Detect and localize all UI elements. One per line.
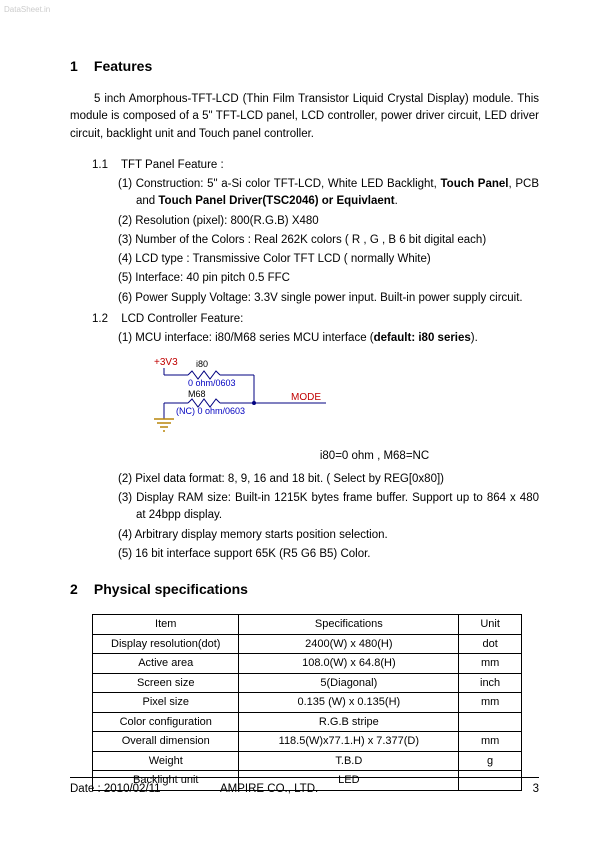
s11-item-3: (3) Number of the Colors : Real 262K col… bbox=[118, 232, 539, 249]
table-cell: Color configuration bbox=[93, 712, 239, 732]
footer-date: Date : 2010/02/11 bbox=[70, 781, 220, 798]
label-i80: i80 bbox=[196, 359, 208, 369]
table-cell: 5(Diagonal) bbox=[239, 673, 459, 693]
label-mode: MODE bbox=[291, 392, 321, 403]
table-row: Overall dimension118.5(W)x77.1.H) x 7.37… bbox=[93, 732, 522, 752]
table-row: WeightT.B.Dg bbox=[93, 751, 522, 771]
th-item: Item bbox=[93, 615, 239, 635]
watermark: DataSheet.in bbox=[4, 4, 50, 16]
table-cell: 108.0(W) x 64.8(H) bbox=[239, 654, 459, 674]
th-spec: Specifications bbox=[239, 615, 459, 635]
table-row: Display resolution(dot)2400(W) x 480(H)d… bbox=[93, 634, 522, 654]
label-m68: M68 bbox=[188, 389, 206, 399]
sub-1-2-num: 1.2 bbox=[92, 311, 118, 328]
circuit-diagram: +3V3 i80 0 ohm/0603 MODE M68 (NC) 0 ohm/… bbox=[136, 355, 539, 443]
table-cell: R.G.B stripe bbox=[239, 712, 459, 732]
section-1-title: Features bbox=[94, 58, 152, 74]
s12-item-4: (4) Arbitrary display memory starts posi… bbox=[118, 527, 539, 544]
table-row: Pixel size0.135 (W) x 0.135(H)mm bbox=[93, 693, 522, 713]
subsection-1-2: 1.2 LCD Controller Feature: bbox=[92, 311, 539, 328]
table-cell: Pixel size bbox=[93, 693, 239, 713]
sub-1-2-title: LCD Controller Feature: bbox=[121, 313, 243, 325]
table-cell: Overall dimension bbox=[93, 732, 239, 752]
sub-1-1-items: (1) Construction: 5" a-Si color TFT-LCD,… bbox=[118, 176, 539, 307]
table-cell bbox=[459, 712, 522, 732]
table-cell: g bbox=[459, 751, 522, 771]
table-cell: 2400(W) x 480(H) bbox=[239, 634, 459, 654]
sub-1-2-items: (1) MCU interface: i80/M68 series MCU in… bbox=[118, 330, 539, 347]
table-cell: dot bbox=[459, 634, 522, 654]
label-m68-val: (NC) 0 ohm/0603 bbox=[176, 406, 245, 416]
section-1-num: 1 bbox=[70, 56, 90, 77]
table-cell: mm bbox=[459, 654, 522, 674]
s11-item-2: (2) Resolution (pixel): 800(R.G.B) X480 bbox=[118, 213, 539, 230]
table-row: Screen size5(Diagonal)inch bbox=[93, 673, 522, 693]
spec-table: Item Specifications Unit Display resolut… bbox=[92, 614, 522, 791]
diagram-caption: i80=0 ohm , M68=NC bbox=[210, 448, 539, 465]
table-cell: 118.5(W)x77.1.H) x 7.377(D) bbox=[239, 732, 459, 752]
label-i80-val: 0 ohm/0603 bbox=[188, 378, 236, 388]
table-cell: T.B.D bbox=[239, 751, 459, 771]
circuit-svg: +3V3 i80 0 ohm/0603 MODE M68 (NC) 0 ohm/… bbox=[136, 355, 396, 437]
table-cell: mm bbox=[459, 732, 522, 752]
footer-page: 3 bbox=[509, 781, 539, 798]
section-2-heading: 2 Physical specifications bbox=[70, 579, 539, 600]
s12-item-2: (2) Pixel data format: 8, 9, 16 and 18 b… bbox=[118, 471, 539, 488]
table-cell: mm bbox=[459, 693, 522, 713]
table-cell: inch bbox=[459, 673, 522, 693]
sub-1-2-items-cont: (2) Pixel data format: 8, 9, 16 and 18 b… bbox=[118, 471, 539, 563]
th-unit: Unit bbox=[459, 615, 522, 635]
s11-item-6: (6) Power Supply Voltage: 3.3V single po… bbox=[118, 290, 539, 307]
section-1-intro: 5 inch Amorphous-TFT-LCD (Thin Film Tran… bbox=[70, 91, 539, 143]
section-2-title: Physical specifications bbox=[94, 581, 248, 597]
table-cell: 0.135 (W) x 0.135(H) bbox=[239, 693, 459, 713]
sub-1-1-num: 1.1 bbox=[92, 157, 118, 174]
table-header-row: Item Specifications Unit bbox=[93, 615, 522, 635]
section-1-heading: 1 Features bbox=[70, 56, 539, 77]
table-row: Color configurationR.G.B stripe bbox=[93, 712, 522, 732]
s12-item-1: (1) MCU interface: i80/M68 series MCU in… bbox=[118, 330, 539, 347]
footer-company: AMPIRE CO., LTD. bbox=[220, 781, 509, 798]
page-content: 1 Features 5 inch Amorphous-TFT-LCD (Thi… bbox=[0, 0, 595, 791]
table-cell: Weight bbox=[93, 751, 239, 771]
s11-item-4: (4) LCD type : Transmissive Color TFT LC… bbox=[118, 251, 539, 268]
s12-item-5: (5) 16 bit interface support 65K (R5 G6 … bbox=[118, 546, 539, 563]
sub-1-1-title: TFT Panel Feature : bbox=[121, 159, 224, 171]
subsection-1-1: 1.1 TFT Panel Feature : bbox=[92, 157, 539, 174]
s11-item-5: (5) Interface: 40 pin pitch 0.5 FFC bbox=[118, 270, 539, 287]
label-3v3: +3V3 bbox=[154, 357, 178, 368]
table-row: Active area108.0(W) x 64.8(H)mm bbox=[93, 654, 522, 674]
page-footer: Date : 2010/02/11 AMPIRE CO., LTD. 3 bbox=[70, 777, 539, 798]
table-cell: Active area bbox=[93, 654, 239, 674]
s12-item-3: (3) Display RAM size: Built-in 1215K byt… bbox=[118, 490, 539, 525]
section-2-num: 2 bbox=[70, 579, 90, 600]
table-cell: Screen size bbox=[93, 673, 239, 693]
table-cell: Display resolution(dot) bbox=[93, 634, 239, 654]
s11-item-1: (1) Construction: 5" a-Si color TFT-LCD,… bbox=[118, 176, 539, 211]
